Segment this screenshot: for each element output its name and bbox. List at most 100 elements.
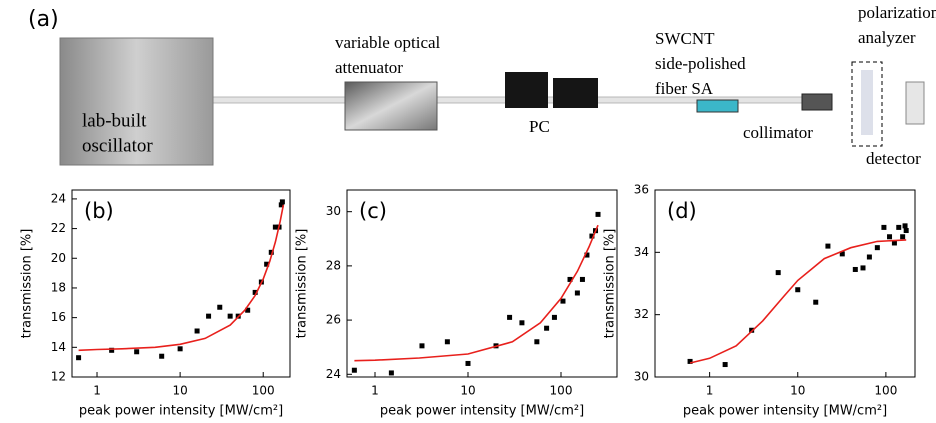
x-tick-label: 10 xyxy=(172,384,187,398)
data-point xyxy=(159,353,165,359)
data-point xyxy=(775,270,781,276)
y-tick-label: 32 xyxy=(634,307,649,321)
data-point xyxy=(507,314,513,320)
data-point xyxy=(252,289,258,295)
data-point xyxy=(134,349,140,355)
data-point xyxy=(278,202,284,208)
data-point xyxy=(519,320,525,326)
data-point xyxy=(852,266,858,272)
setup-diagram: (a) lab-built oscillator variable optica… xyxy=(28,3,936,168)
panel-label: (c) xyxy=(359,199,387,223)
sa-label: fiber SA xyxy=(655,79,714,98)
chart: 12 14 16 18 20 22 24 1 10 100 peak power intensity… xyxy=(20,189,291,419)
y-tick-label: 12 xyxy=(51,370,66,384)
plot-frame xyxy=(71,189,291,378)
y-tick-label: 28 xyxy=(326,258,341,272)
x-tick-label: 100 xyxy=(550,384,573,398)
data-point xyxy=(813,299,819,305)
data-point xyxy=(584,252,590,258)
data-point xyxy=(874,245,880,251)
x-tick-label: 100 xyxy=(252,384,275,398)
fit-line xyxy=(354,224,599,362)
x-tick-label: 10 xyxy=(790,384,805,398)
oscillator-label: lab-built xyxy=(82,110,147,131)
analyzer-label: polarization xyxy=(858,3,936,22)
data-point xyxy=(109,347,115,353)
detector xyxy=(905,81,925,125)
attenuator-label: variable optical xyxy=(335,33,441,52)
analyzer-plate xyxy=(861,70,873,135)
data-point xyxy=(825,243,831,249)
data-point xyxy=(551,314,557,320)
x-tick-label: 10 xyxy=(460,384,475,398)
charts: 12 14 16 18 20 22 24 1 10 100 peak power intensity… xyxy=(20,183,916,419)
y-tick-label: 36 xyxy=(634,183,649,197)
plot-frame xyxy=(654,189,916,378)
data-point xyxy=(544,325,550,331)
data-point xyxy=(177,346,183,352)
data-point xyxy=(217,304,223,310)
sa-label: SWCNT xyxy=(655,29,715,48)
y-tick-label: 18 xyxy=(51,280,66,294)
y-axis-label: transmission [%] xyxy=(295,229,310,339)
plot-frame xyxy=(346,189,618,378)
oscillator xyxy=(59,37,214,166)
data-point xyxy=(272,224,278,230)
data-point xyxy=(839,251,845,257)
panel-label: (b) xyxy=(84,199,114,223)
y-tick-label: 24 xyxy=(51,191,66,205)
data-point xyxy=(560,298,566,304)
panel-label: (a) xyxy=(28,7,59,32)
data-point xyxy=(866,254,872,260)
data-point xyxy=(795,287,801,293)
data-point xyxy=(279,199,285,205)
y-tick-label: 16 xyxy=(51,310,66,324)
data-point xyxy=(245,307,251,313)
collimator xyxy=(801,93,833,111)
y-tick-label: 14 xyxy=(51,340,66,354)
panel-label: (d) xyxy=(667,199,697,223)
pc-label: PC xyxy=(529,117,550,136)
data-point xyxy=(891,240,897,246)
analyzer xyxy=(851,61,883,147)
data-point xyxy=(902,223,908,229)
data-point xyxy=(860,265,866,271)
pc-paddle xyxy=(553,78,598,108)
x-axis-label: peak power intensity [MW/cm²] xyxy=(380,404,584,419)
data-point xyxy=(595,211,601,217)
fit-line xyxy=(78,204,285,352)
data-point xyxy=(444,339,450,345)
data-point xyxy=(903,228,909,234)
data-point xyxy=(900,234,906,240)
y-tick-label: 26 xyxy=(326,313,341,327)
attenuator-label: attenuator xyxy=(335,58,403,77)
data-point xyxy=(881,224,887,230)
data-point xyxy=(465,360,471,366)
data-point xyxy=(567,276,573,282)
saturable-absorber xyxy=(696,99,739,113)
fit-line xyxy=(689,239,907,364)
data-point xyxy=(534,339,540,345)
x-tick-label: 100 xyxy=(874,384,897,398)
collimator-label: collimator xyxy=(743,123,813,142)
data-point xyxy=(227,313,233,319)
y-tick-label: 20 xyxy=(51,251,66,265)
x-tick-label: 1 xyxy=(93,384,101,398)
y-axis-label: transmission [%] xyxy=(603,229,618,339)
data-point xyxy=(574,290,580,296)
data-point xyxy=(687,358,693,364)
y-axis-label: transmission [%] xyxy=(20,229,35,339)
chart: 30 32 34 36 1 10 100 peak power intensity [MW/c… xyxy=(603,183,916,419)
x-tick-label: 1 xyxy=(371,384,379,398)
data-point xyxy=(419,343,425,349)
pc-paddle xyxy=(505,72,548,108)
data-point xyxy=(722,362,728,368)
y-tick-label: 34 xyxy=(634,245,649,259)
y-tick-label: 30 xyxy=(326,204,341,218)
data-point xyxy=(268,249,274,255)
data-point xyxy=(264,261,270,267)
attenuator xyxy=(344,81,438,131)
analyzer-label: analyzer xyxy=(858,28,916,47)
sa-label: side-polished xyxy=(655,54,746,73)
